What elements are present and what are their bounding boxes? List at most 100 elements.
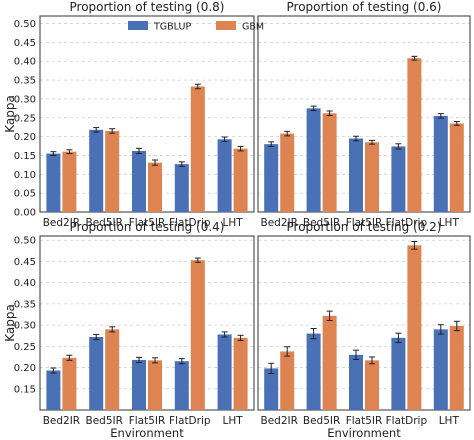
y-axis-label: Kappa <box>3 95 17 133</box>
y-tick-label: 0.15 <box>14 151 36 162</box>
bar-tgblup-flat5ir <box>132 359 146 410</box>
bar-tgblup-flatdrip <box>174 164 189 212</box>
y-tick-label: 0.15 <box>14 384 36 395</box>
bar-tgblup-lht <box>433 115 448 212</box>
bar-gbm-bed2ir <box>280 133 295 212</box>
x-tick-label: Bed2IR <box>260 415 297 427</box>
bar-gbm-lht <box>449 123 464 212</box>
bar-tgblup-bed2ir <box>46 370 61 410</box>
bar-gbm-lht <box>449 325 464 410</box>
y-tick-label: 0.30 <box>14 94 36 105</box>
bar-tgblup-flat5ir <box>349 138 363 212</box>
bar-tgblup-bed5ir <box>89 129 104 212</box>
x-tick-label: LHT <box>439 415 460 427</box>
y-axis-label: Kappa <box>3 304 17 342</box>
bar-tgblup-lht <box>217 139 232 212</box>
axes-frame <box>39 15 255 213</box>
y-tick-label: 0.20 <box>14 363 36 374</box>
x-tick-label: FlatDrip <box>169 217 211 229</box>
bar-tgblup-bed5ir <box>89 337 104 410</box>
y-tick-label: 0.10 <box>14 170 36 181</box>
y-tick-label: 0.45 <box>14 38 36 49</box>
y-tick-label: 0.40 <box>14 57 36 68</box>
bar-gbm-flatdrip <box>190 260 205 410</box>
x-axis-label: Environment <box>110 426 184 440</box>
panel-title: Proportion of testing (0.6) <box>287 0 442 14</box>
bar-tgblup-flatdrip <box>174 361 189 410</box>
y-tick-label: 0.50 <box>14 236 36 247</box>
x-tick-label: Bed5IR <box>303 415 340 427</box>
x-tick-label: FlatDrip <box>386 217 428 229</box>
bar-gbm-bed2ir <box>280 351 295 410</box>
x-tick-label: Flat5IR <box>346 217 383 229</box>
x-tick-label: Flat5IR <box>129 415 166 427</box>
bar-tgblup-flat5ir <box>349 354 363 410</box>
bar-gbm-bed5ir <box>322 315 337 410</box>
x-tick-label: Bed5IR <box>85 217 122 229</box>
chart-panel-1: Proportion of testing (0.6) Bed2IR Bed5IR F… <box>257 0 471 229</box>
legend-label-tgblup: TGBLUP <box>153 22 191 33</box>
panel-title: Proportion of testing (0.2) <box>287 220 442 234</box>
chart-panel-2: Proportion of testing (0.4) 0.15 0.20 0.25 0… <box>3 220 255 440</box>
axes-frame <box>39 235 255 411</box>
x-tick-label: LHT <box>223 415 244 427</box>
x-tick-label: Bed5IR <box>85 415 122 427</box>
bar-tgblup-flatdrip <box>391 337 406 410</box>
panel-title: Proportion of testing (0.4) <box>70 220 225 234</box>
y-tick-label: 0.35 <box>14 76 36 87</box>
x-tick-label: Bed2IR <box>43 415 80 427</box>
legend-label-gbm: GBM <box>242 22 264 33</box>
bar-gbm-bed5ir <box>105 130 120 212</box>
bar-gbm-lht <box>233 148 248 212</box>
axes-frame <box>257 235 471 411</box>
bar-tgblup-bed2ir <box>264 144 279 212</box>
bar-gbm-flat5ir <box>365 360 379 410</box>
y-tick-label: 0.50 <box>14 19 36 30</box>
y-tick-label: 0.00 <box>14 208 36 219</box>
bar-gbm-bed5ir <box>322 113 337 212</box>
bar-tgblup-bed5ir <box>306 333 321 410</box>
bar-tgblup-bed2ir <box>46 153 61 212</box>
y-tick-label: 0.25 <box>14 342 36 353</box>
y-tick-label: 0.20 <box>14 132 36 143</box>
bar-gbm-flat5ir <box>365 142 379 212</box>
legend-swatch-tgblup <box>128 21 148 30</box>
bar-gbm-flat5ir <box>148 162 162 212</box>
x-tick-label: Flat5IR <box>346 415 383 427</box>
x-tick-label: Flat5IR <box>129 217 166 229</box>
panel-title: Proportion of testing (0.8) <box>70 0 225 14</box>
bar-gbm-bed5ir <box>105 329 120 410</box>
x-tick-label: Bed5IR <box>303 217 340 229</box>
y-tick-label: 0.25 <box>14 113 36 124</box>
chart-panel-0: Proportion of testing (0.8) 0.00 0.05 0.10 0… <box>3 0 264 229</box>
bar-tgblup-lht <box>217 334 232 410</box>
y-tick-label: 0.05 <box>14 189 36 200</box>
bar-gbm-flat5ir <box>148 360 162 410</box>
x-tick-label: LHT <box>223 217 244 229</box>
y-tick-label: 0.30 <box>14 321 36 332</box>
bar-gbm-flatdrip <box>190 86 205 212</box>
bar-tgblup-flat5ir <box>132 150 146 212</box>
bar-tgblup-bed2ir <box>264 368 279 410</box>
x-axis-label: Environment <box>327 426 401 440</box>
x-tick-label: FlatDrip <box>169 415 211 427</box>
y-tick-label: 0.35 <box>14 299 36 310</box>
axes-frame <box>257 15 471 213</box>
bar-gbm-flatdrip <box>407 58 422 212</box>
bar-tgblup-lht <box>433 329 448 410</box>
x-tick-label: Bed2IR <box>43 217 80 229</box>
bar-gbm-bed2ir <box>62 357 77 410</box>
x-tick-label: LHT <box>439 217 460 229</box>
bar-gbm-flatdrip <box>407 245 422 410</box>
x-tick-label: Bed2IR <box>260 217 297 229</box>
bar-tgblup-bed5ir <box>306 108 321 212</box>
bar-tgblup-flatdrip <box>391 146 406 212</box>
x-tick-label: FlatDrip <box>386 415 428 427</box>
y-tick-label: 0.45 <box>14 257 36 268</box>
chart-panel-3: Proportion of testing (0.2)Bed2IR Bed5IR F… <box>257 220 471 440</box>
bar-gbm-bed2ir <box>62 151 77 212</box>
y-tick-label: 0.40 <box>14 278 36 289</box>
legend-swatch-gbm <box>216 21 236 30</box>
bar-gbm-lht <box>233 337 248 410</box>
